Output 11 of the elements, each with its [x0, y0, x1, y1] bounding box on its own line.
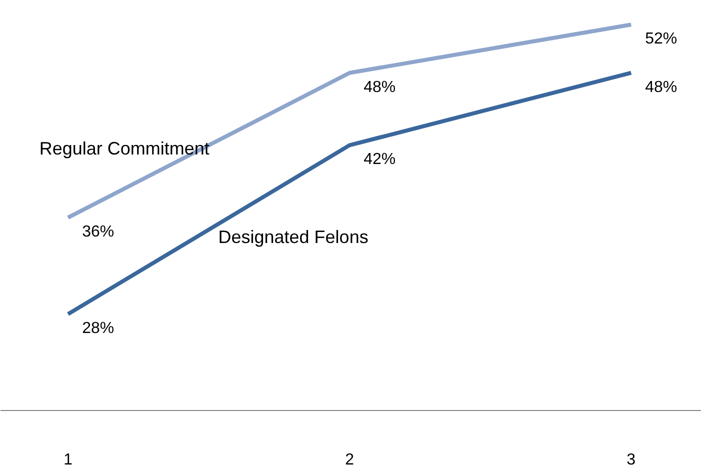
data-label: 28% — [82, 320, 114, 338]
data-label: 52% — [645, 30, 678, 48]
data-label: 48% — [645, 78, 678, 96]
x-tick-label: 1 — [64, 452, 73, 468]
series-label: Designated Felons — [218, 226, 368, 247]
x-tick-label: 2 — [345, 452, 354, 468]
x-tick-label: 3 — [626, 452, 636, 468]
data-label: 42% — [364, 151, 396, 168]
data-label: 48% — [364, 78, 396, 96]
series-label: Regular Commitment — [39, 138, 210, 159]
data-label: 36% — [82, 224, 114, 241]
